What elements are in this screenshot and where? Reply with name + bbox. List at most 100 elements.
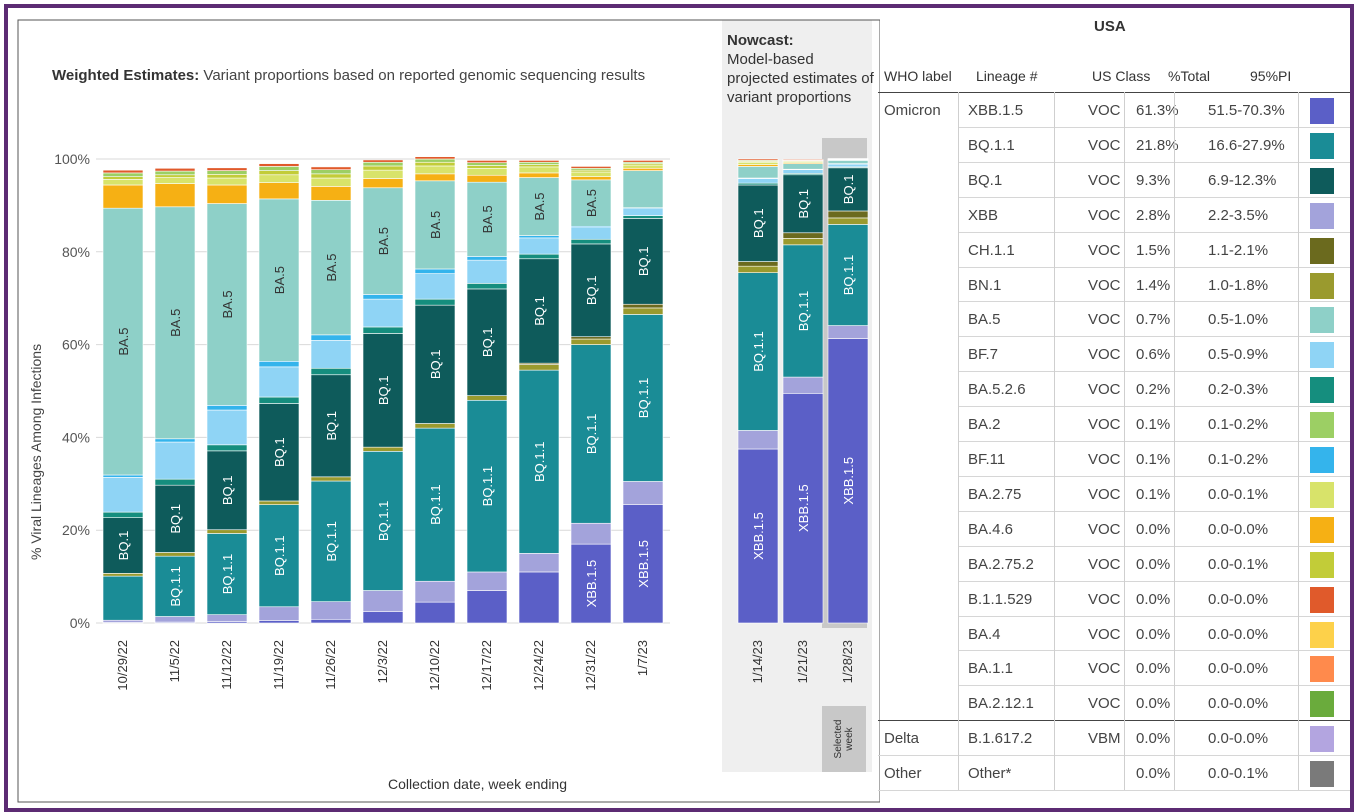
column-divider: [958, 92, 959, 790]
bar-segment-ch-1-1: [828, 211, 868, 218]
cell-pi: 0.2-0.3%: [1208, 372, 1268, 407]
row-divider: [958, 197, 1350, 198]
column-divider: [1124, 92, 1125, 790]
bar-segment-bf-11: [363, 294, 403, 299]
cell-class: VOC: [1088, 163, 1121, 198]
lineage-color-swatch: [1310, 307, 1334, 333]
bar-segment-ba-5-2-6: [571, 239, 611, 244]
cell-pi: 0.0-0.0%: [1208, 617, 1268, 652]
header-us-class: US Class: [1092, 68, 1150, 84]
bar-label: BQ.1: [841, 175, 856, 205]
x-tick-label: 1/28/23: [840, 640, 855, 683]
bar-segment-bn-1: [415, 423, 455, 428]
row-divider: [958, 476, 1350, 477]
cell-lineage: XBB.1.5: [968, 93, 1023, 128]
cell-total: 2.8%: [1136, 198, 1170, 233]
lineage-color-swatch: [1310, 691, 1334, 717]
bar-label: BQ.1.1: [841, 255, 856, 295]
row-divider: [958, 336, 1350, 337]
cell-pi: 0.0-0.0%: [1208, 686, 1268, 721]
bar-label: BQ.1.1: [168, 566, 183, 606]
cell-pi: 0.0-0.0%: [1208, 582, 1268, 617]
row-divider: [958, 546, 1350, 547]
x-tick-label: 12/3/22: [375, 640, 390, 683]
row-divider: [958, 162, 1350, 163]
cell-total: 0.0%: [1136, 547, 1170, 582]
bar-segment-ba-2-75: [519, 167, 559, 173]
bar-segment-bf-11: [259, 361, 299, 367]
bar-segment-xbb: [363, 591, 403, 612]
bar-label: BQ.1.1: [532, 442, 547, 482]
cell-pi: 0.0-0.1%: [1208, 547, 1268, 582]
x-axis-label: Collection date, week ending: [388, 776, 567, 792]
x-tick-label: 11/5/22: [167, 640, 182, 682]
bar-segment-bf-7: [623, 209, 663, 216]
bar-segment-ba-5-2-6: [207, 445, 247, 451]
bar-segment-xbb: [738, 430, 778, 449]
selected-week-label: Selected week: [833, 709, 855, 769]
bar-segment-ba-5-2-6: [519, 254, 559, 259]
bar-segment-bf-11: [155, 439, 195, 442]
bar-segment-ba-5-2-6: [103, 512, 143, 518]
variant-table: USA WHO label Lineage # US Class %Total …: [878, 8, 1350, 802]
bar-segment-ba-4-6: [519, 173, 559, 178]
bar-segment-ba-4-6: [207, 185, 247, 204]
header-total: %Total: [1168, 68, 1210, 84]
bar-segment-ba-2: [311, 170, 351, 174]
bar-segment-bn-1: [828, 218, 868, 224]
bar-segment-bf-7: [571, 228, 611, 240]
bar-segment-ba-2-75-2: [311, 174, 351, 178]
bar-segment-ba-4-6: [311, 186, 351, 200]
y-tick-label: 60%: [62, 337, 90, 353]
x-tick-label: 12/10/22: [427, 640, 442, 691]
cell-class: VOC: [1088, 407, 1121, 442]
cell-lineage: BN.1: [968, 268, 1001, 303]
row-divider: [958, 685, 1350, 686]
bar-segment-xbb-1-5: [259, 621, 299, 623]
bar-segment-ba-2: [415, 159, 455, 162]
row-divider: [958, 406, 1350, 407]
bar-label: BA.5: [324, 253, 339, 281]
bar-segment-bn-1: [571, 339, 611, 345]
bar-label: BQ.1.1: [751, 331, 766, 371]
table-bottom-rule: [878, 790, 1350, 791]
bar-segment-bf-7: [415, 274, 455, 300]
lineage-color-swatch: [1310, 133, 1334, 159]
bar-label: BA.5: [584, 189, 599, 217]
bar-segment-ba-2-75: [467, 168, 507, 175]
bar-segment-xbb: [519, 553, 559, 572]
bar-segment-ba-2-75-2: [207, 174, 247, 178]
bar-segment-bf-7: [738, 178, 778, 183]
bar-label: BA.5: [220, 290, 235, 318]
bar-segment-ba-5-2-6: [415, 299, 455, 305]
cell-class: VOC: [1088, 477, 1121, 512]
bar-segment-ba-5-2-6: [259, 397, 299, 403]
bar-label: XBB.1.5: [584, 560, 599, 608]
cell-class: VOC: [1088, 302, 1121, 337]
bar-segment-ba-2: [103, 173, 143, 177]
lineage-color-swatch: [1310, 656, 1334, 682]
cell-lineage: BA.2.75.2: [968, 547, 1034, 582]
bar-segment-ba-2-75: [623, 165, 663, 168]
lineage-color-swatch: [1310, 168, 1334, 194]
bar-segment-bn-1: [155, 552, 195, 556]
cell-lineage: BQ.1: [968, 163, 1002, 198]
bar-label: BQ.1: [376, 375, 391, 405]
bar-segment-ba-2-75-2: [363, 166, 403, 170]
cell-pi: 0.0-0.1%: [1208, 756, 1268, 791]
header-95pi: 95%PI: [1250, 68, 1291, 84]
cell-total: 0.1%: [1136, 442, 1170, 477]
cell-lineage: BA.2: [968, 407, 1001, 442]
bar-segment-xbb-1-5: [415, 602, 455, 623]
bar-segment-bn-1: [207, 530, 247, 534]
bar-segment-ba-2-75: [103, 179, 143, 185]
